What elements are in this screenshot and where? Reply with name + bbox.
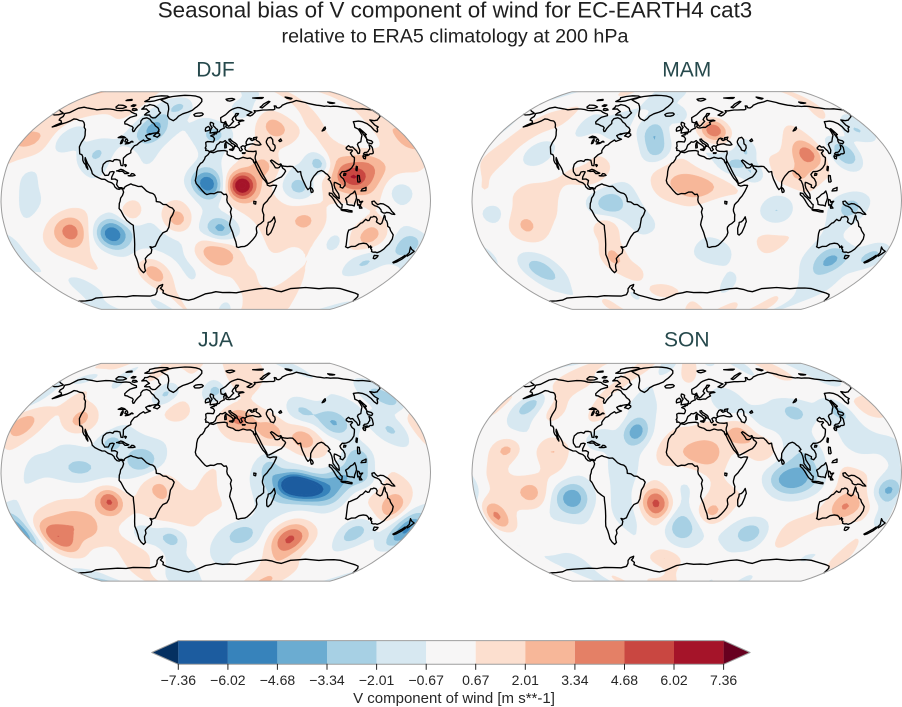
- svg-text:SON: SON: [664, 329, 710, 352]
- svg-text:6.02: 6.02: [660, 672, 687, 688]
- svg-text:−7.36: −7.36: [161, 672, 197, 688]
- svg-text:−4.68: −4.68: [260, 672, 296, 688]
- svg-text:−6.02: −6.02: [210, 672, 246, 688]
- svg-text:0.67: 0.67: [462, 672, 489, 688]
- svg-text:DJF: DJF: [196, 58, 235, 81]
- svg-text:7.36: 7.36: [710, 672, 737, 688]
- svg-text:−2.01: −2.01: [359, 672, 395, 688]
- svg-text:Seasonal bias of V component o: Seasonal bias of V component of wind for…: [158, 0, 753, 22]
- svg-text:relative to ERA5 climatology a: relative to ERA5 climatology at 200 hPa: [282, 26, 629, 48]
- svg-text:MAM: MAM: [662, 58, 711, 81]
- svg-text:JJA: JJA: [198, 329, 233, 352]
- svg-text:−3.34: −3.34: [309, 672, 345, 688]
- svg-text:2.01: 2.01: [512, 672, 539, 688]
- svg-text:−0.67: −0.67: [408, 672, 444, 688]
- svg-text:V component of wind [m s**-1]: V component of wind [m s**-1]: [353, 690, 555, 707]
- svg-text:4.68: 4.68: [611, 672, 638, 688]
- svg-text:3.34: 3.34: [561, 672, 588, 688]
